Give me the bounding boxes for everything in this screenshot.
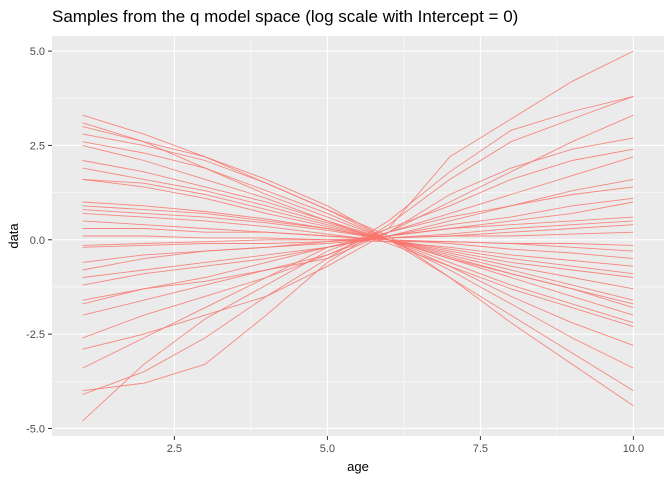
series-line-25	[82, 167, 634, 316]
y-tick-label: -2.5	[26, 329, 45, 341]
series-line-31	[82, 122, 634, 324]
series-line-26	[82, 144, 634, 328]
y-axis-ticks: -5.0 -2.5 0.0 2.5 5.0	[26, 46, 52, 435]
y-tick-label: -5.0	[26, 423, 45, 435]
series-line-22	[82, 201, 634, 290]
series-line-7	[82, 156, 634, 316]
chart-title: Samples from the q model space (log scal…	[52, 7, 519, 26]
series-line-5	[82, 137, 634, 350]
x-tick-label: 10.0	[623, 443, 644, 455]
y-axis-title: data	[6, 223, 21, 249]
series-line-28	[82, 133, 634, 369]
series-line-20	[82, 209, 634, 275]
series-line-23	[82, 178, 634, 301]
y-tick-label: 0.0	[30, 235, 45, 247]
x-axis-title: age	[347, 459, 369, 474]
series-line-9	[82, 186, 634, 301]
series-line-27	[82, 141, 634, 346]
series-line-19	[82, 212, 634, 267]
series-lines	[82, 50, 634, 422]
series-line-32	[82, 160, 634, 305]
series-line-14	[82, 224, 634, 248]
series-line-15	[82, 231, 634, 246]
series-line-30	[82, 114, 634, 407]
x-tick-label: 2.5	[167, 443, 182, 455]
x-tick-label: 7.5	[473, 443, 488, 455]
series-line-11	[82, 201, 634, 278]
series-line-16	[82, 235, 634, 246]
x-axis-ticks: 2.5 5.0 7.5 10.0	[167, 436, 644, 455]
y-tick-label: 2.5	[30, 140, 45, 152]
y-tick-label: 5.0	[30, 46, 45, 58]
x-tick-label: 5.0	[320, 443, 335, 455]
